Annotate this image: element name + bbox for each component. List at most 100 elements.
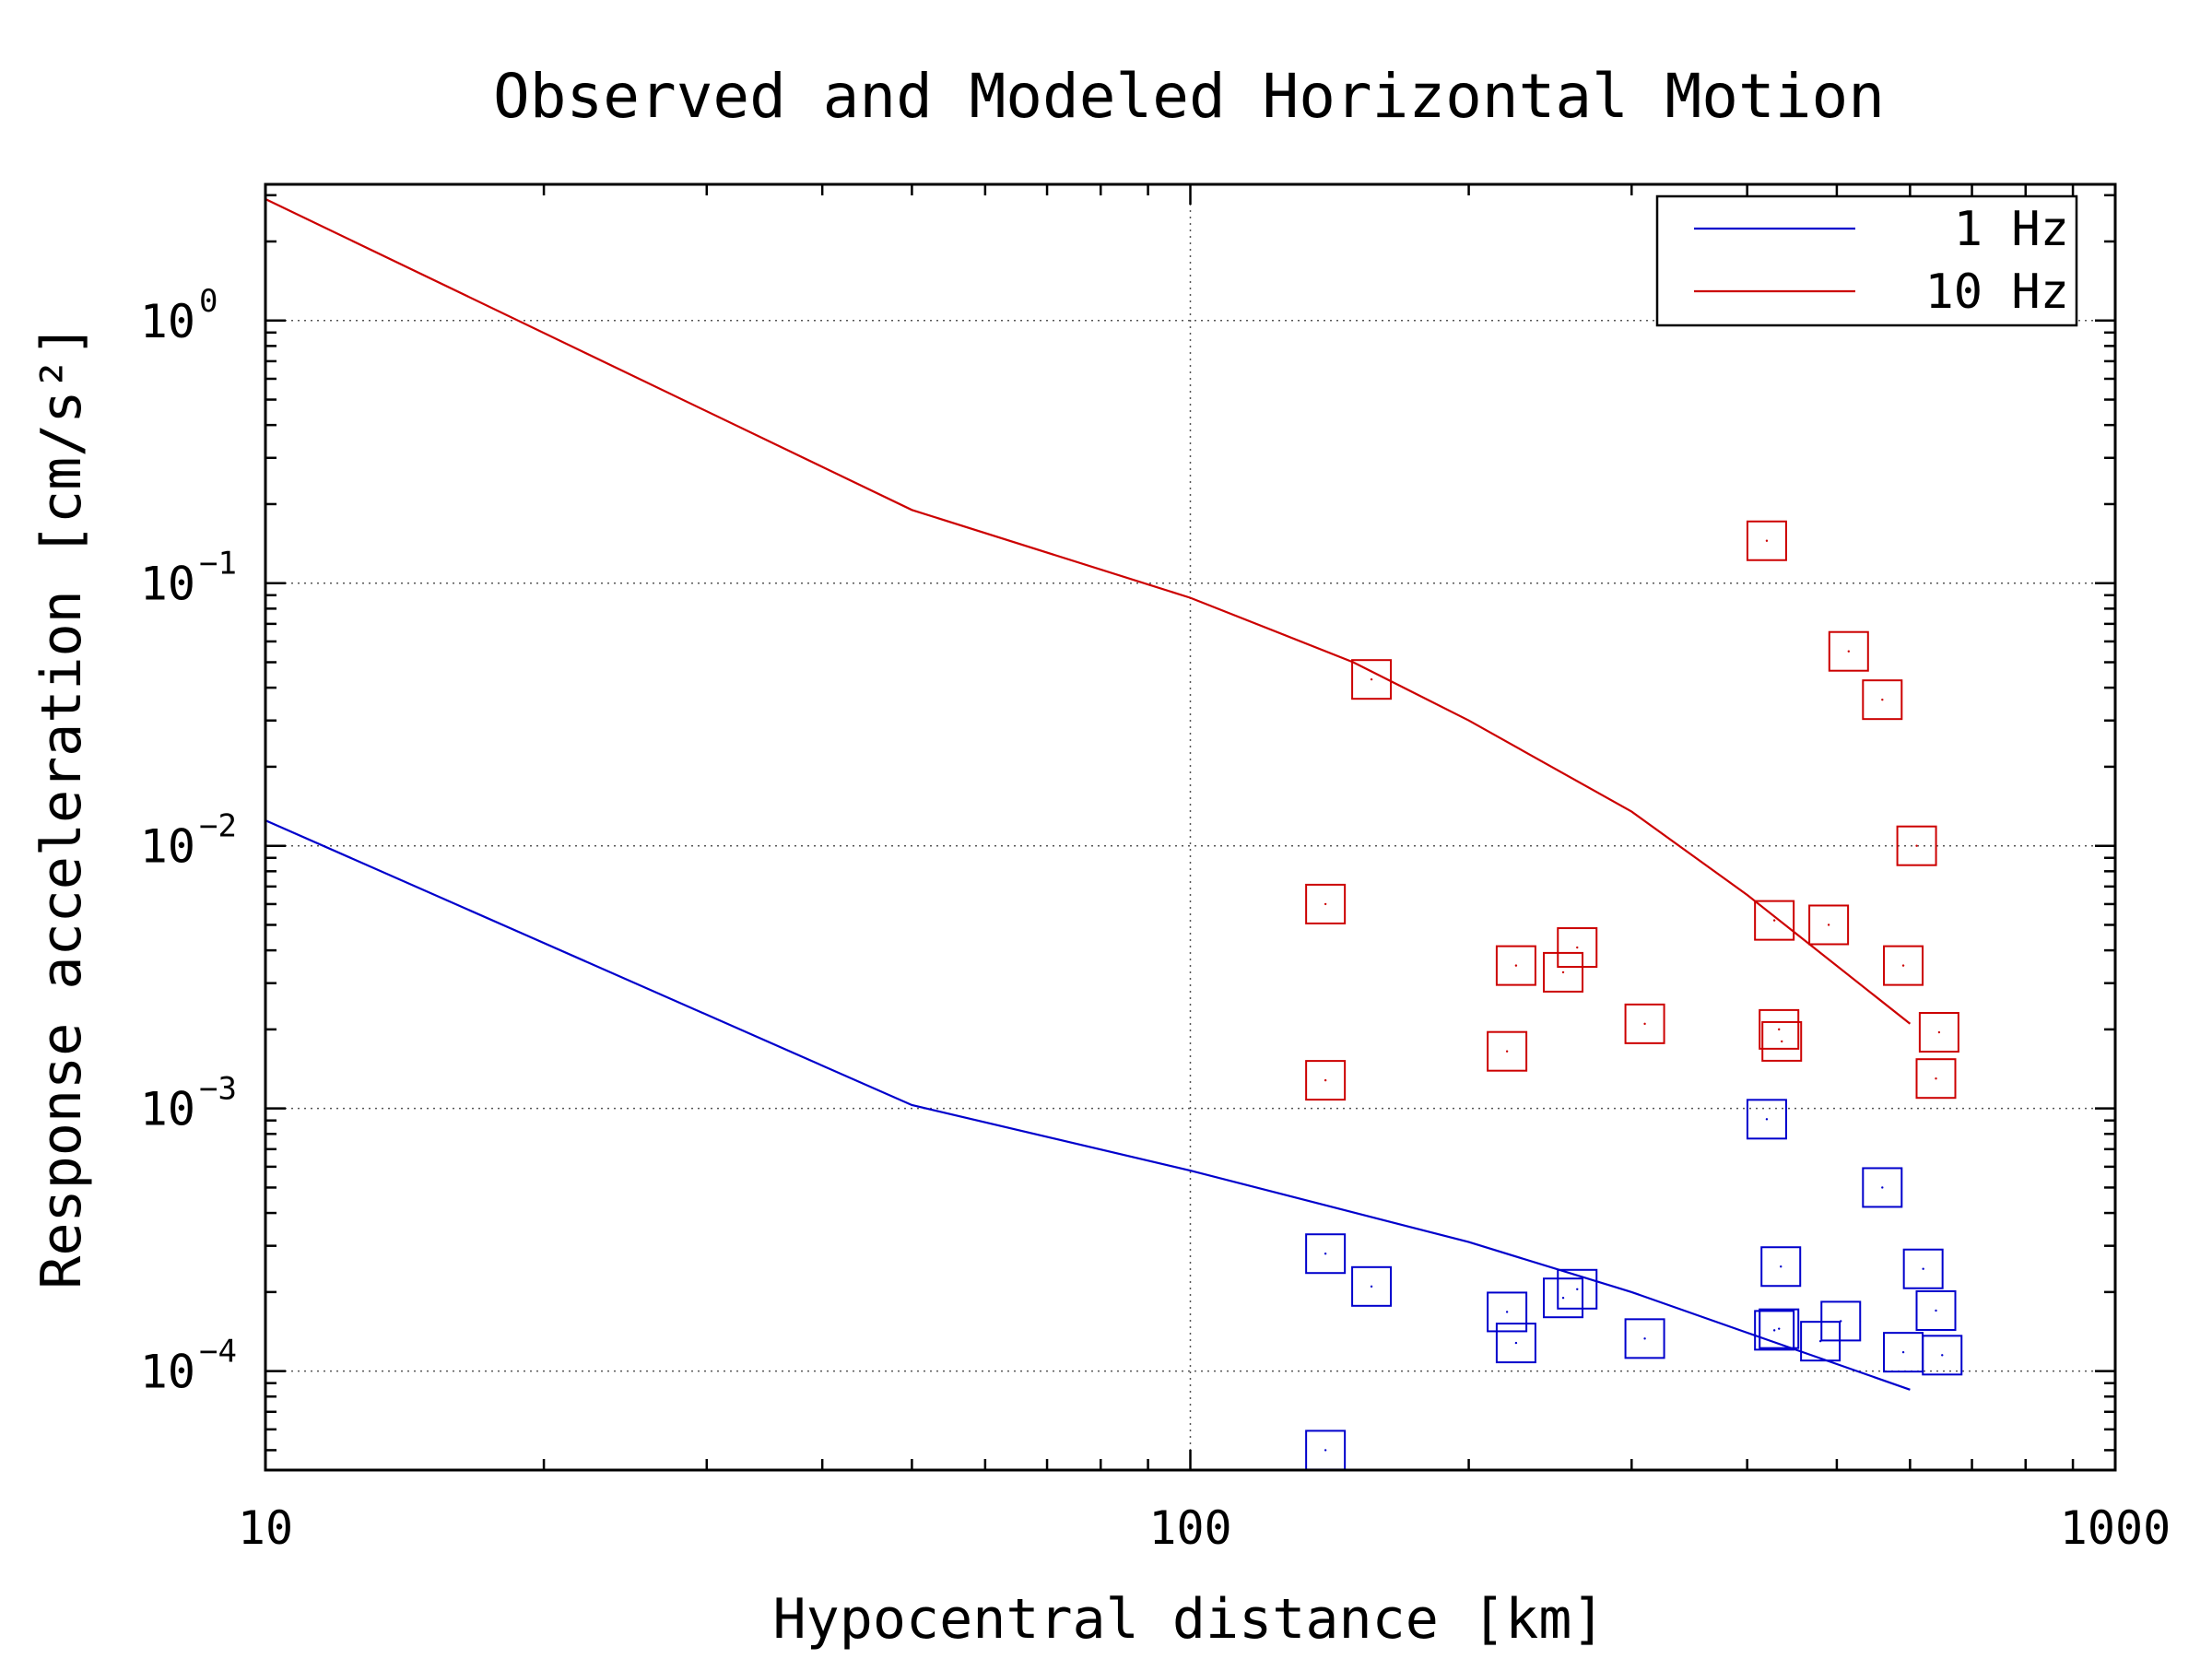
observed-point-center (1643, 1337, 1646, 1340)
observed-point-center (1514, 964, 1518, 967)
observed-point-center (1935, 1309, 1937, 1312)
y-tick-exponent: −4 (199, 1334, 237, 1371)
observed-point (1495, 1323, 1536, 1364)
observed-point-center (1781, 1040, 1783, 1043)
observed-point (1883, 945, 1924, 986)
x-tick-label-0: 10 (238, 1501, 293, 1555)
observed-point-center (1915, 844, 1918, 847)
grid-lines (265, 184, 2115, 1470)
observed-point (1896, 825, 1937, 866)
y-tick-base: 10 (140, 1346, 195, 1399)
observed-point-center (1370, 1285, 1373, 1288)
observed-point-center (1922, 1267, 1924, 1270)
observed-point-center (1778, 1327, 1781, 1330)
y-tick-exponent: −2 (199, 808, 237, 845)
y-tick-base: 10 (140, 295, 195, 348)
observed-point (1828, 630, 1869, 672)
y-tick-label-2: 10 −2 (140, 808, 237, 874)
observed-point-center (1370, 677, 1373, 681)
observed-point-center (1765, 539, 1769, 542)
observed-point-center (1643, 1022, 1646, 1026)
observed-point (1351, 659, 1393, 700)
y-tick-label-4: 10 −4 (140, 1334, 237, 1399)
observed-point (1754, 900, 1795, 941)
observed-point-center (1827, 924, 1830, 926)
legend-label-0: 1 Hz (1954, 202, 2069, 257)
observed-point (1820, 1300, 1862, 1342)
observed-point (1862, 679, 1903, 721)
observed-point (1305, 1233, 1347, 1275)
observed-point-center (1324, 902, 1327, 906)
observed-point-center (1561, 1297, 1565, 1300)
model-line-0 (265, 819, 1911, 1391)
y-tick-label-0: 10 0 (140, 283, 218, 348)
observed-point-center (1881, 1186, 1884, 1189)
y-tick-exponent: −1 (199, 546, 237, 582)
observed-point (1746, 520, 1787, 561)
y-tick-exponent: −3 (199, 1071, 237, 1108)
observed-point-center (1780, 1265, 1783, 1268)
observed-point-center (1324, 1253, 1327, 1255)
observed-point-center (1941, 1354, 1944, 1357)
observed-point-center (1935, 1077, 1937, 1080)
x-tick-label-1: 100 (1148, 1501, 1231, 1555)
observed-point (1760, 1246, 1802, 1288)
observed-point (1624, 1318, 1665, 1359)
chart-title: Observed and Modeled Horizontal Motion (493, 61, 1885, 132)
observed-point (1624, 1003, 1665, 1044)
observed-point (1808, 904, 1850, 946)
x-axis-label: Hypocentral distance [km] (772, 1587, 1605, 1652)
series-1 (265, 198, 1959, 1101)
observed-point (1761, 1020, 1803, 1062)
observed-point (1759, 1008, 1800, 1050)
observed-point (1543, 951, 1584, 993)
observed-point-center (1772, 1329, 1776, 1332)
observed-point-center (1772, 919, 1776, 922)
observed-point (1915, 1058, 1957, 1100)
observed-point (1557, 1268, 1598, 1310)
legend: 1 Hz 10 Hz (1655, 194, 2078, 327)
x-tick-label-2: 1000 (2060, 1501, 2171, 1555)
y-tick-label-3: 10 −3 (140, 1071, 237, 1136)
observed-point-center (1901, 1350, 1905, 1354)
observed-point (1862, 1167, 1903, 1208)
y-tick-base: 10 (140, 558, 195, 611)
observed-point (1487, 1291, 1528, 1333)
observed-point-center (1840, 1320, 1842, 1323)
series-layer (265, 198, 1963, 1471)
observed-point (1746, 1099, 1787, 1140)
observed-point-center (1505, 1050, 1509, 1053)
observed-point-center (1881, 698, 1884, 701)
observed-point-center (1901, 964, 1905, 967)
observed-point-center (1324, 1078, 1327, 1082)
observed-point (1918, 1012, 1959, 1053)
observed-point-center (1765, 1118, 1769, 1121)
observed-point-center (1324, 1449, 1327, 1452)
model-line-1 (265, 198, 1912, 1025)
observed-point-center (1937, 1030, 1941, 1034)
observed-point-center (1514, 1341, 1518, 1345)
observed-point (1754, 1310, 1795, 1351)
observed-point (1487, 1030, 1528, 1072)
y-tick-label-1: 10 −1 (140, 546, 237, 611)
observed-point (1922, 1335, 1963, 1376)
y-tick-base: 10 (140, 1083, 195, 1136)
observed-point-center (1778, 1028, 1781, 1031)
observed-point-center (1576, 1288, 1579, 1290)
observed-point (1557, 927, 1598, 969)
observed-point-center (1847, 650, 1850, 653)
y-tick-base: 10 (140, 820, 195, 874)
observed-point-center (1561, 971, 1565, 974)
y-tick-exponent: 0 (199, 283, 218, 320)
observed-point-center (1576, 946, 1579, 949)
legend-box (1655, 194, 2078, 327)
observed-point-center (1505, 1311, 1509, 1313)
observed-point (1305, 883, 1347, 924)
observed-point (1915, 1289, 1957, 1331)
observed-point (1305, 1060, 1347, 1101)
series-0 (265, 819, 1963, 1471)
legend-label-1: 10 Hz (1924, 265, 2069, 320)
observed-point (1902, 1248, 1944, 1289)
